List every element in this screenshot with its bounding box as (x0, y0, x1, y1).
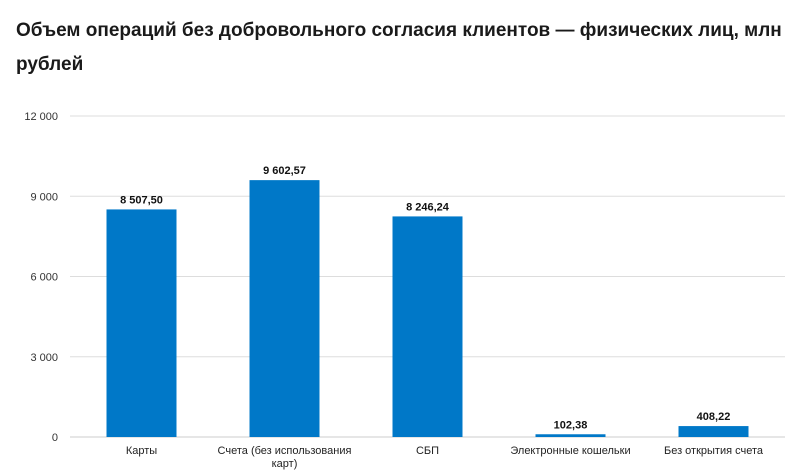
y-tick-label: 9 000 (30, 191, 58, 203)
x-tick-label: Счета (без использования карт) (218, 445, 352, 470)
data-label: 8 507,50 (120, 194, 163, 206)
x-tick-label: Электронные кошельки (510, 445, 630, 457)
x-tick-label-line: Электронные кошельки (510, 445, 630, 457)
y-tick-label: 12 000 (24, 111, 58, 123)
x-tick-label-line: карт) (272, 458, 298, 470)
chart-title: Объем операций без добровольного согласи… (16, 20, 782, 75)
bar (106, 209, 177, 437)
x-tick-label-line: Без открытия счета (664, 445, 764, 457)
y-tick-label: 6 000 (30, 272, 58, 284)
data-label: 408,22 (697, 411, 731, 423)
bar (535, 434, 606, 437)
data-label: 8 246,24 (406, 201, 450, 213)
x-tick-label-line: Карты (126, 445, 157, 457)
x-tick-label-line: СБП (416, 445, 439, 457)
x-tick-label: Карты (126, 445, 157, 457)
bar (249, 180, 320, 437)
data-label: 9 602,57 (263, 165, 306, 177)
x-tick-label: Без открытия счета (664, 445, 764, 457)
bar (392, 216, 463, 437)
y-tick-label: 3 000 (30, 352, 58, 364)
x-tick-label: СБП (416, 445, 439, 457)
data-label: 102,38 (554, 419, 588, 431)
x-tick-label-line: Счета (без использования (218, 445, 352, 457)
y-tick-label: 0 (52, 432, 58, 444)
bar (678, 426, 749, 437)
